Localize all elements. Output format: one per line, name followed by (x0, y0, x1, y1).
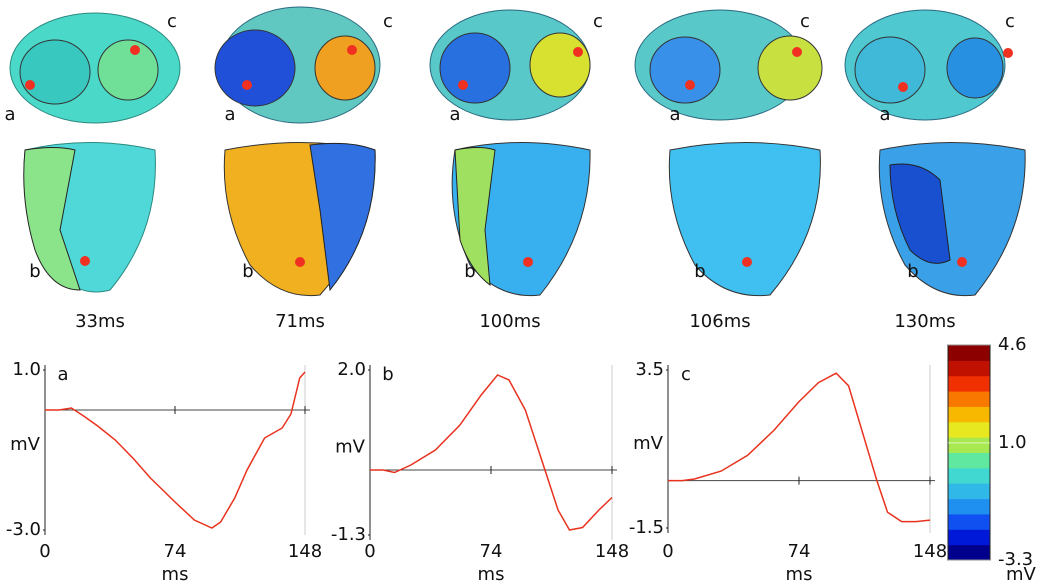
x-tick-label: 148 (288, 541, 322, 562)
colorbar-band (948, 467, 990, 484)
chart-title: c (681, 364, 691, 385)
lead-point (242, 80, 252, 90)
signal-line (370, 374, 613, 531)
valve (314, 35, 376, 101)
lead-point (685, 80, 695, 90)
point-label: b (242, 261, 253, 282)
valve (97, 39, 159, 101)
colorbar-band (948, 345, 990, 361)
point-label: b (464, 261, 475, 282)
lead-point (25, 80, 35, 90)
colorbar-tick-label: -3.3 (998, 549, 1033, 570)
time-label: 33ms (75, 311, 125, 332)
lead-point (130, 45, 140, 55)
signal-line (668, 372, 931, 523)
time-label: 130ms (894, 311, 955, 332)
point-label: c (593, 11, 603, 32)
x-tick-label: 0 (39, 541, 50, 562)
point-label: b (907, 261, 918, 282)
colorbar-band (948, 421, 990, 438)
point-label: b (694, 261, 705, 282)
point-label: b (29, 261, 40, 282)
lead-point (347, 45, 357, 55)
y-tick-label: -3.0 (6, 519, 41, 540)
valve (649, 36, 721, 104)
valve (439, 32, 511, 104)
time-label: 71ms (275, 311, 325, 332)
lead-point (957, 257, 967, 267)
x-tick-label: 74 (788, 541, 811, 562)
lead-point (742, 257, 752, 267)
point-label: c (383, 11, 393, 32)
colorbar-tick-label: 1.0 (998, 432, 1027, 453)
x-tick-label: 74 (480, 541, 503, 562)
x-axis-label: ms (786, 564, 813, 585)
x-tick-label: 148 (913, 541, 947, 562)
x-axis-label: ms (478, 564, 505, 585)
colorbar-band (948, 437, 990, 453)
signal-line (45, 371, 306, 529)
colorbar-tick-label: 4.6 (998, 334, 1027, 355)
lead-point (80, 256, 90, 266)
lead-point (458, 80, 468, 90)
lead-point (792, 47, 802, 57)
point-label: c (1005, 11, 1015, 32)
point-label: a (449, 104, 460, 125)
colorbar-band (948, 544, 990, 561)
point-label: a (879, 104, 890, 125)
heart-maps (9, 6, 1026, 297)
point-label: c (800, 11, 810, 32)
y-axis-label: mV (10, 434, 41, 455)
lead-point (898, 82, 908, 92)
region (309, 142, 376, 292)
colorbar-band (948, 406, 990, 423)
x-tick-label: 0 (662, 541, 673, 562)
x-tick-label: 148 (595, 541, 629, 562)
time-label: 106ms (689, 311, 750, 332)
point-label: a (669, 104, 680, 125)
lead-point (1003, 48, 1013, 58)
colorbar-band (948, 375, 990, 392)
valve (757, 35, 823, 101)
y-axis-label: mV (335, 437, 366, 458)
point-label: a (4, 104, 15, 125)
heart-front (668, 142, 821, 297)
colorbar-band (948, 391, 990, 407)
valve (946, 37, 1004, 99)
colorbar-label: mV (1006, 564, 1037, 585)
colorbar-band (948, 483, 990, 500)
y-axis-label: mV (633, 433, 664, 454)
colorbar-band (948, 513, 990, 530)
y-tick-label: -1.3 (331, 524, 366, 545)
x-tick-label: 0 (364, 541, 375, 562)
colorbar-band (948, 529, 990, 546)
valve (214, 29, 296, 107)
y-tick-label: -1.5 (629, 517, 664, 538)
lead-point (295, 257, 305, 267)
point-label: a (224, 104, 235, 125)
y-tick-label: 2.0 (337, 359, 366, 380)
colorbar-band (948, 360, 990, 377)
colorbar-band (948, 452, 990, 469)
colorbar-band (948, 498, 990, 515)
lead-point (573, 47, 583, 57)
chart-title: b (382, 364, 393, 385)
valve (529, 32, 591, 98)
region (889, 163, 951, 264)
region (23, 147, 81, 291)
valve (854, 36, 926, 104)
x-tick-label: 74 (164, 541, 187, 562)
valve (19, 39, 91, 105)
time-label: 100ms (479, 311, 540, 332)
point-label: c (167, 11, 177, 32)
chart-title: a (57, 364, 68, 385)
x-axis-label: ms (162, 564, 189, 585)
y-tick-label: 1.0 (12, 359, 41, 380)
region (454, 147, 496, 287)
lead-point (523, 257, 533, 267)
y-tick-label: 3.5 (635, 359, 664, 380)
